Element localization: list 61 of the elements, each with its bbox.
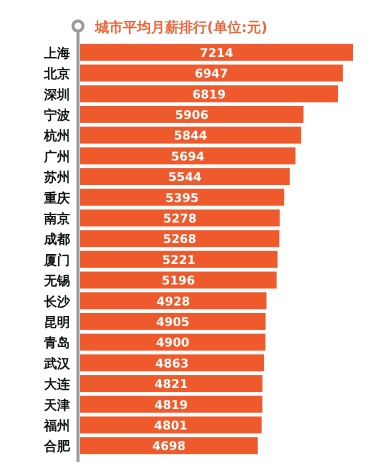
y-tick-label: 厦门 bbox=[43, 252, 70, 268]
data-label: 5906 bbox=[175, 108, 208, 122]
bar bbox=[80, 396, 262, 413]
data-label: 4928 bbox=[156, 294, 190, 308]
bar bbox=[80, 209, 280, 226]
bar bbox=[80, 64, 343, 82]
bar bbox=[80, 85, 338, 102]
data-label: 7214 bbox=[200, 46, 234, 60]
y-tick-label: 苏州 bbox=[43, 170, 70, 186]
data-label: 5278 bbox=[163, 211, 197, 226]
bar bbox=[80, 147, 296, 164]
data-label: 4819 bbox=[154, 398, 188, 412]
data-label: 6819 bbox=[192, 87, 226, 102]
data-label: 5694 bbox=[171, 149, 204, 164]
bar bbox=[80, 106, 304, 123]
y-tick-label: 福州 bbox=[43, 418, 70, 434]
data-label: 4863 bbox=[155, 356, 189, 370]
y-tick-label: 天津 bbox=[43, 398, 70, 414]
data-label: 5395 bbox=[165, 190, 199, 205]
y-tick-label: 宁波 bbox=[44, 107, 71, 124]
data-label: 4905 bbox=[156, 314, 190, 329]
y-tick-label: 广州 bbox=[43, 148, 70, 165]
data-label: 4801 bbox=[154, 418, 188, 432]
data-label: 4900 bbox=[156, 336, 190, 350]
data-label: 5221 bbox=[162, 252, 196, 267]
bar bbox=[80, 375, 262, 392]
bar bbox=[80, 272, 277, 289]
y-tick-label: 北京 bbox=[43, 66, 70, 82]
data-label: 5844 bbox=[174, 128, 208, 143]
y-tick-label: 上海 bbox=[43, 46, 70, 62]
data-label: 5196 bbox=[162, 274, 196, 288]
y-tick-label: 南京 bbox=[43, 210, 70, 227]
bar bbox=[80, 437, 258, 454]
y-tick-label: 大连 bbox=[44, 378, 71, 393]
y-tick-label: 杭州 bbox=[43, 128, 70, 144]
bar bbox=[80, 188, 284, 206]
bar bbox=[80, 312, 266, 330]
bar bbox=[80, 126, 302, 144]
data-label: 4821 bbox=[154, 377, 188, 392]
y-tick-label: 青岛 bbox=[43, 336, 70, 352]
bar bbox=[80, 354, 264, 372]
bar bbox=[80, 334, 266, 351]
bar bbox=[80, 416, 262, 434]
bar bbox=[80, 168, 290, 186]
data-label: 5268 bbox=[162, 232, 196, 246]
chart-title: 城市平均月薪排行(单位:元) bbox=[94, 19, 268, 36]
y-tick-label: 长沙 bbox=[43, 294, 71, 310]
data-label: 6947 bbox=[194, 66, 228, 81]
bar bbox=[80, 292, 266, 310]
y-tick-label: 成都 bbox=[43, 232, 70, 248]
bar bbox=[80, 44, 353, 61]
data-label: 5544 bbox=[168, 170, 202, 184]
bar bbox=[80, 250, 278, 268]
y-tick-label: 无锡 bbox=[43, 274, 70, 290]
y-tick-label: 深圳 bbox=[43, 88, 70, 103]
y-tick-label: 昆明 bbox=[44, 315, 70, 330]
data-label: 4698 bbox=[152, 439, 186, 454]
y-tick-label: 武汉 bbox=[43, 356, 71, 372]
y-tick-label: 合肥 bbox=[43, 438, 71, 455]
y-tick-label: 重庆 bbox=[43, 190, 70, 206]
bar bbox=[80, 230, 280, 248]
